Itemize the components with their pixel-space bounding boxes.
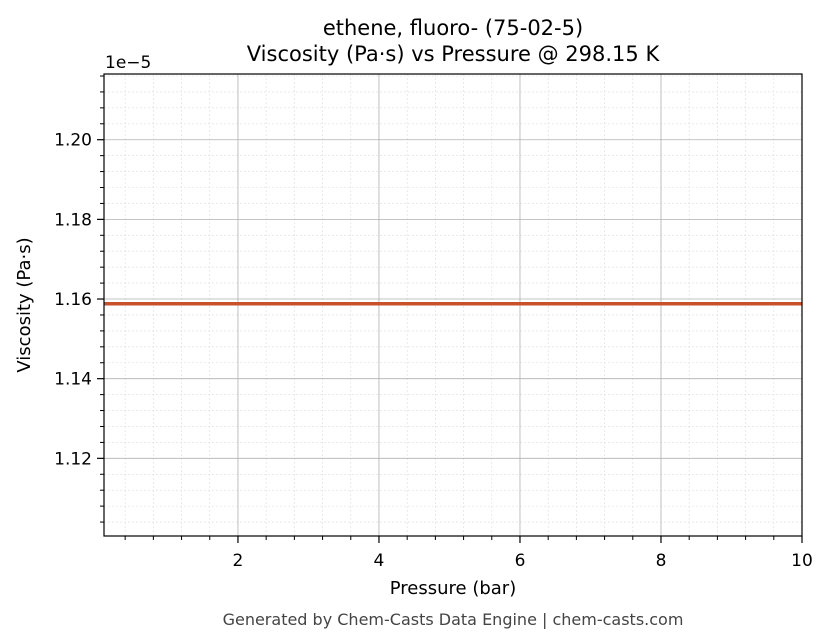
y-axis-label: Viscosity (Pa·s) [14, 237, 35, 372]
chart-title: ethene, fluoro- (75-02-5) [323, 16, 583, 40]
footer-text: Generated by Chem-Casts Data Engine | ch… [223, 610, 684, 629]
y-axis: 1.12 1.14 1.16 1.18 1.20 [54, 75, 104, 523]
plot-frame [103, 73, 803, 537]
y-tick-label: 1.20 [54, 131, 92, 151]
y-offset-label: 1e−5 [105, 53, 151, 73]
chart-subtitle: Viscosity (Pa·s) vs Pressure @ 298.15 K [247, 42, 661, 66]
x-tick-label: 2 [233, 551, 244, 571]
y-tick-label: 1.18 [54, 210, 92, 230]
y-tick-label: 1.16 [54, 290, 92, 310]
y-tick-label: 1.14 [54, 370, 92, 390]
x-tick-label: 8 [656, 551, 667, 571]
y-tick-label: 1.12 [54, 449, 92, 469]
minor-grid [104, 74, 802, 536]
x-tick-label: 6 [515, 551, 526, 571]
x-tick-label: 10 [791, 551, 813, 571]
x-tick-label: 4 [374, 551, 385, 571]
x-axis: 2 4 6 8 10 [124, 536, 813, 571]
x-axis-label: Pressure (bar) [390, 578, 516, 599]
